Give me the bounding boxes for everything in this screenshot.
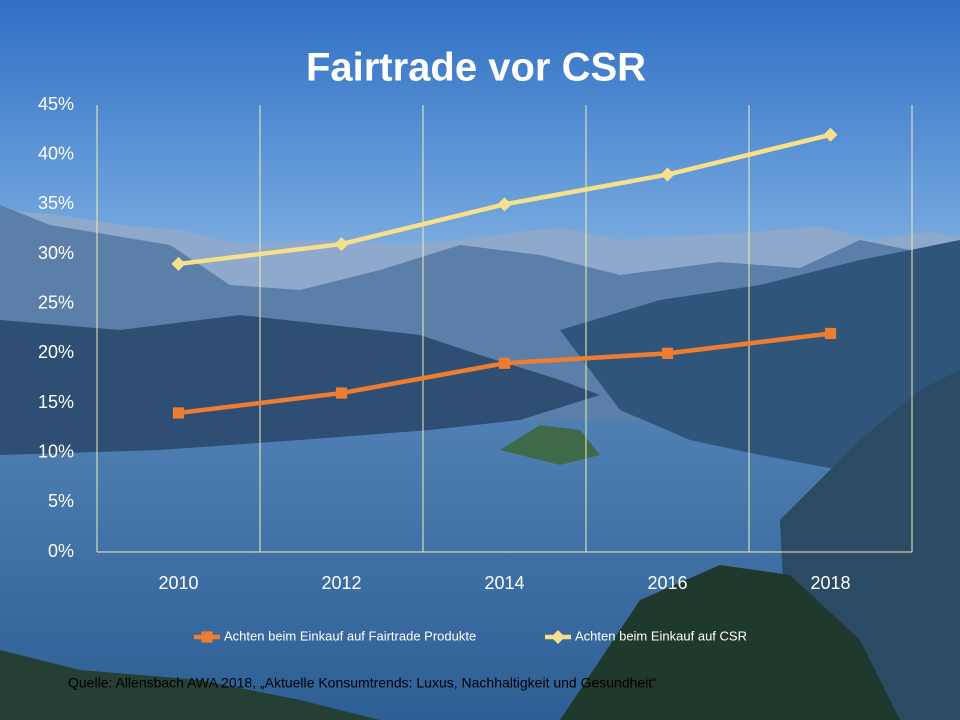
data-point [660, 167, 675, 182]
x-tick-label: 2014 [484, 573, 524, 593]
data-point [661, 347, 674, 359]
data-point [172, 407, 185, 419]
x-tick-label: 2016 [647, 573, 687, 593]
source-note: Quelle: Allensbach AWA 2018, „Aktuelle K… [68, 675, 657, 691]
data-point [498, 357, 511, 369]
data-point [497, 197, 512, 212]
y-tick-label: 10% [38, 441, 74, 461]
data-point [171, 256, 186, 271]
y-tick-label: 40% [38, 143, 74, 163]
y-tick-label: 30% [38, 243, 74, 263]
x-tick-label: 2018 [810, 573, 850, 593]
y-tick-label: 20% [38, 342, 74, 362]
y-tick-label: 0% [48, 541, 74, 561]
x-tick-label: 2012 [321, 573, 361, 593]
legend-marker [201, 631, 213, 643]
y-tick-label: 45% [38, 94, 74, 114]
data-point [824, 327, 837, 340]
x-tick-label: 2010 [158, 573, 198, 593]
data-point [335, 387, 348, 399]
legend-label: Achten beim Einkauf auf CSR [575, 628, 747, 643]
legend-label: Achten beim Einkauf auf Fairtrade Produk… [224, 628, 476, 643]
y-tick-label: 25% [38, 292, 74, 312]
legend-marker [551, 630, 565, 644]
chart-title: Fairtrade vor CSR [306, 46, 646, 90]
data-point [823, 127, 838, 142]
y-tick-label: 15% [38, 392, 74, 412]
data-point [334, 237, 349, 252]
y-tick-label: 35% [38, 193, 74, 213]
y-tick-label: 5% [48, 491, 74, 511]
